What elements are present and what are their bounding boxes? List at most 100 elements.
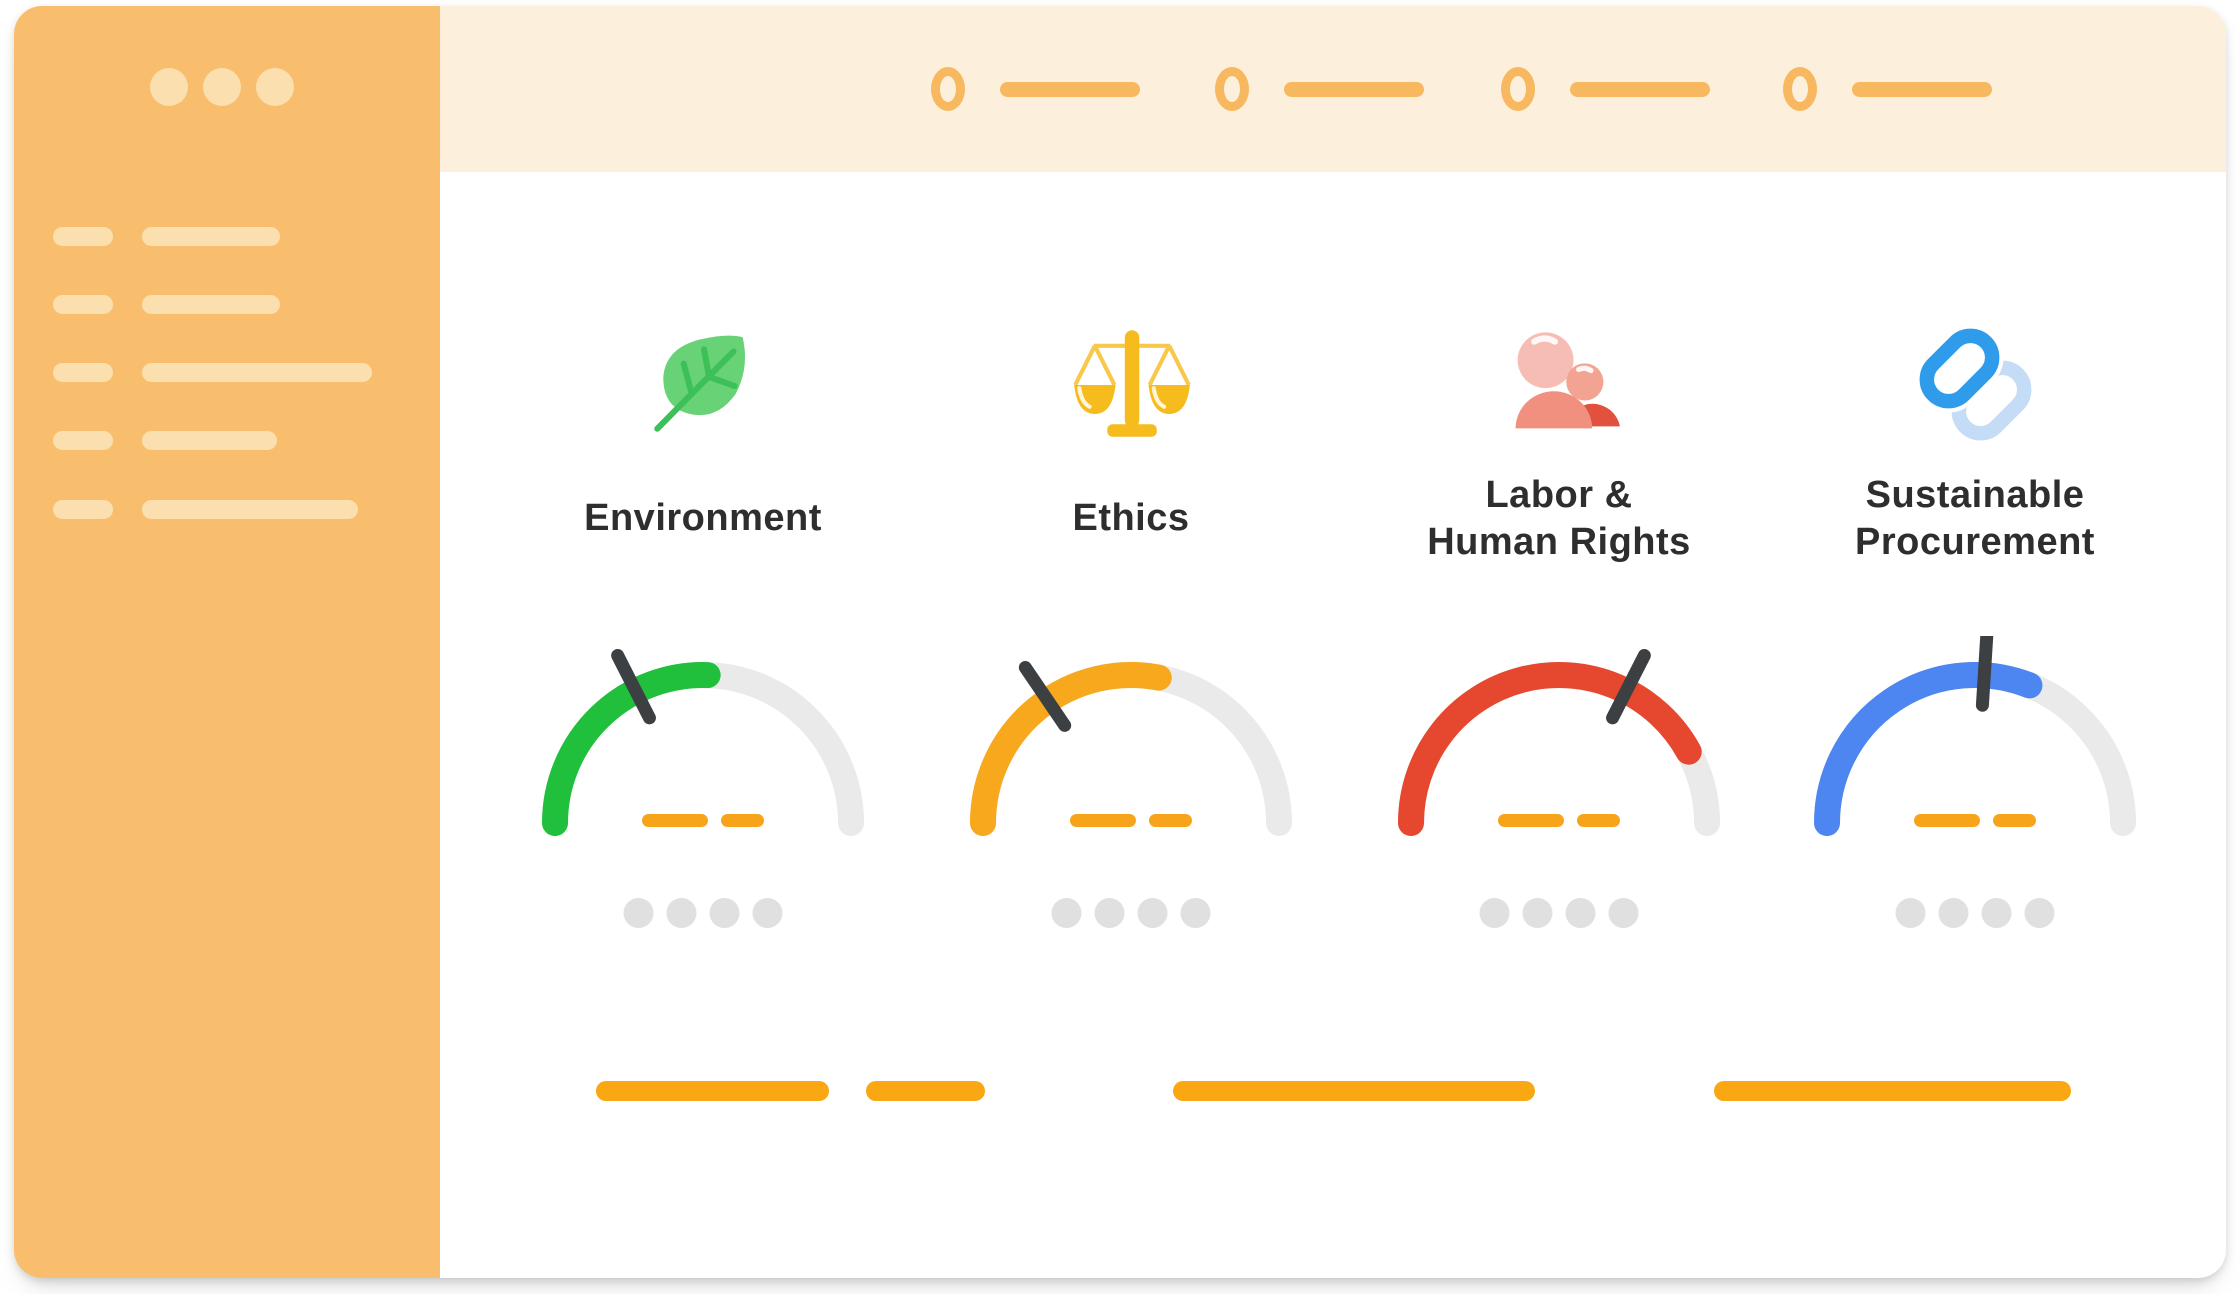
sustainable-procurement-gauge bbox=[1814, 636, 2136, 836]
gauge-fill-arc bbox=[1814, 662, 2043, 836]
menu-label-placeholder bbox=[142, 500, 358, 519]
gauge-track bbox=[1814, 662, 2136, 836]
category-label: Ethics bbox=[1072, 497, 1190, 539]
step-label-placeholder bbox=[1570, 81, 1710, 97]
score-placeholder bbox=[1914, 814, 2036, 827]
rating-dot bbox=[1137, 898, 1168, 928]
gauge-track bbox=[1398, 662, 1720, 836]
menu-icon-placeholder bbox=[53, 227, 113, 246]
menu-label-placeholder bbox=[142, 227, 280, 246]
menu-icon-placeholder bbox=[53, 500, 113, 519]
leaf-icon bbox=[513, 316, 893, 451]
menu-label-placeholder bbox=[142, 295, 280, 314]
gauge-track bbox=[542, 662, 864, 836]
rating-dot bbox=[1522, 898, 1553, 928]
rating-dots bbox=[623, 898, 783, 928]
rating-dots bbox=[1479, 898, 1639, 928]
score-dash bbox=[1993, 814, 2036, 827]
score-dash bbox=[1070, 814, 1136, 827]
rating-dot bbox=[1608, 898, 1639, 928]
menu-icon-placeholder bbox=[53, 431, 113, 450]
step-label-placeholder bbox=[1852, 81, 1992, 97]
menu-label-placeholder bbox=[142, 431, 277, 450]
category-column-environment: Environment bbox=[513, 306, 893, 966]
category-label: Labor & bbox=[1485, 473, 1633, 516]
progress-step-3[interactable] bbox=[1501, 6, 1710, 172]
step-label-placeholder bbox=[1000, 81, 1140, 97]
rating-dot bbox=[1094, 898, 1125, 928]
rating-dot bbox=[666, 898, 697, 928]
sidebar-menu-item[interactable] bbox=[53, 295, 280, 314]
footer-text-placeholder bbox=[596, 1081, 829, 1101]
sidebar-menu-item[interactable] bbox=[53, 431, 277, 450]
menu-label-placeholder bbox=[142, 363, 372, 382]
sidebar-menu-item[interactable] bbox=[53, 227, 280, 246]
rating-dot bbox=[709, 898, 740, 928]
rating-dot bbox=[2024, 898, 2055, 928]
header-progress-bar bbox=[440, 6, 2226, 172]
chain-link-icon bbox=[1785, 316, 2165, 451]
gauge-needle bbox=[1606, 648, 1651, 725]
step-label-placeholder bbox=[1284, 81, 1424, 97]
window-control-dot[interactable] bbox=[150, 68, 188, 106]
scales-icon bbox=[941, 316, 1321, 451]
gauge-needle bbox=[611, 648, 656, 725]
menu-icon-placeholder bbox=[53, 363, 113, 382]
gauge-fill-arc bbox=[542, 662, 721, 836]
progress-step-1[interactable] bbox=[931, 6, 1140, 172]
gauge-needle bbox=[1018, 661, 1072, 732]
environment-gauge bbox=[542, 648, 864, 836]
gauge-fill-arc bbox=[970, 662, 1172, 836]
sidebar-menu-item[interactable] bbox=[53, 500, 358, 519]
menu-icon-placeholder bbox=[53, 295, 113, 314]
progress-step-4[interactable] bbox=[1783, 6, 1992, 172]
rating-dot bbox=[1565, 898, 1596, 928]
step-circle-icon bbox=[1501, 67, 1535, 111]
rating-dots bbox=[1895, 898, 2055, 928]
category-column-ethics: Ethics bbox=[941, 306, 1321, 966]
sidebar bbox=[14, 6, 440, 1278]
rating-dot bbox=[1981, 898, 2012, 928]
score-placeholder bbox=[1498, 814, 1620, 827]
gauge-fill-arc bbox=[1398, 662, 1702, 836]
footer-text-placeholder bbox=[866, 1081, 985, 1101]
score-dash bbox=[1498, 814, 1564, 827]
category-column-sustainable-procurement: Sustainable Procurement bbox=[1785, 306, 2165, 966]
app-window: Environment bbox=[14, 6, 2226, 1278]
step-circle-icon bbox=[1215, 67, 1249, 111]
category-label-line2: Procurement bbox=[1855, 520, 2095, 563]
window-controls bbox=[150, 68, 294, 106]
category-label: Sustainable bbox=[1865, 473, 2085, 516]
footer-text-placeholder bbox=[1173, 1081, 1535, 1101]
score-dash bbox=[642, 814, 708, 827]
window-control-dot[interactable] bbox=[256, 68, 294, 106]
progress-step-2[interactable] bbox=[1215, 6, 1424, 172]
window-control-dot[interactable] bbox=[203, 68, 241, 106]
category-label: Environment bbox=[584, 497, 822, 539]
gauge-needle bbox=[1975, 636, 1994, 712]
rating-dot bbox=[1938, 898, 1969, 928]
gauge-track bbox=[970, 662, 1292, 836]
rating-dot bbox=[623, 898, 654, 928]
category-label-line2: Human Rights bbox=[1427, 520, 1691, 563]
category-column-labor-human-rights: Labor & Human Rights bbox=[1369, 306, 1749, 966]
rating-dot bbox=[752, 898, 783, 928]
labor-human-rights-gauge bbox=[1398, 648, 1720, 836]
score-placeholder bbox=[1070, 814, 1192, 827]
score-dash bbox=[1149, 814, 1192, 827]
rating-dot bbox=[1180, 898, 1211, 928]
sidebar-menu-item[interactable] bbox=[53, 363, 372, 382]
score-placeholder bbox=[642, 814, 764, 827]
step-circle-icon bbox=[931, 67, 965, 111]
rating-dot bbox=[1051, 898, 1082, 928]
people-icon bbox=[1369, 316, 1749, 451]
rating-dots bbox=[1051, 898, 1211, 928]
rating-dot bbox=[1479, 898, 1510, 928]
score-dash bbox=[1914, 814, 1980, 827]
rating-dot bbox=[1895, 898, 1926, 928]
score-dash bbox=[721, 814, 764, 827]
step-circle-icon bbox=[1783, 67, 1817, 111]
footer-text-placeholder bbox=[1714, 1081, 2071, 1101]
ethics-gauge bbox=[970, 661, 1292, 836]
